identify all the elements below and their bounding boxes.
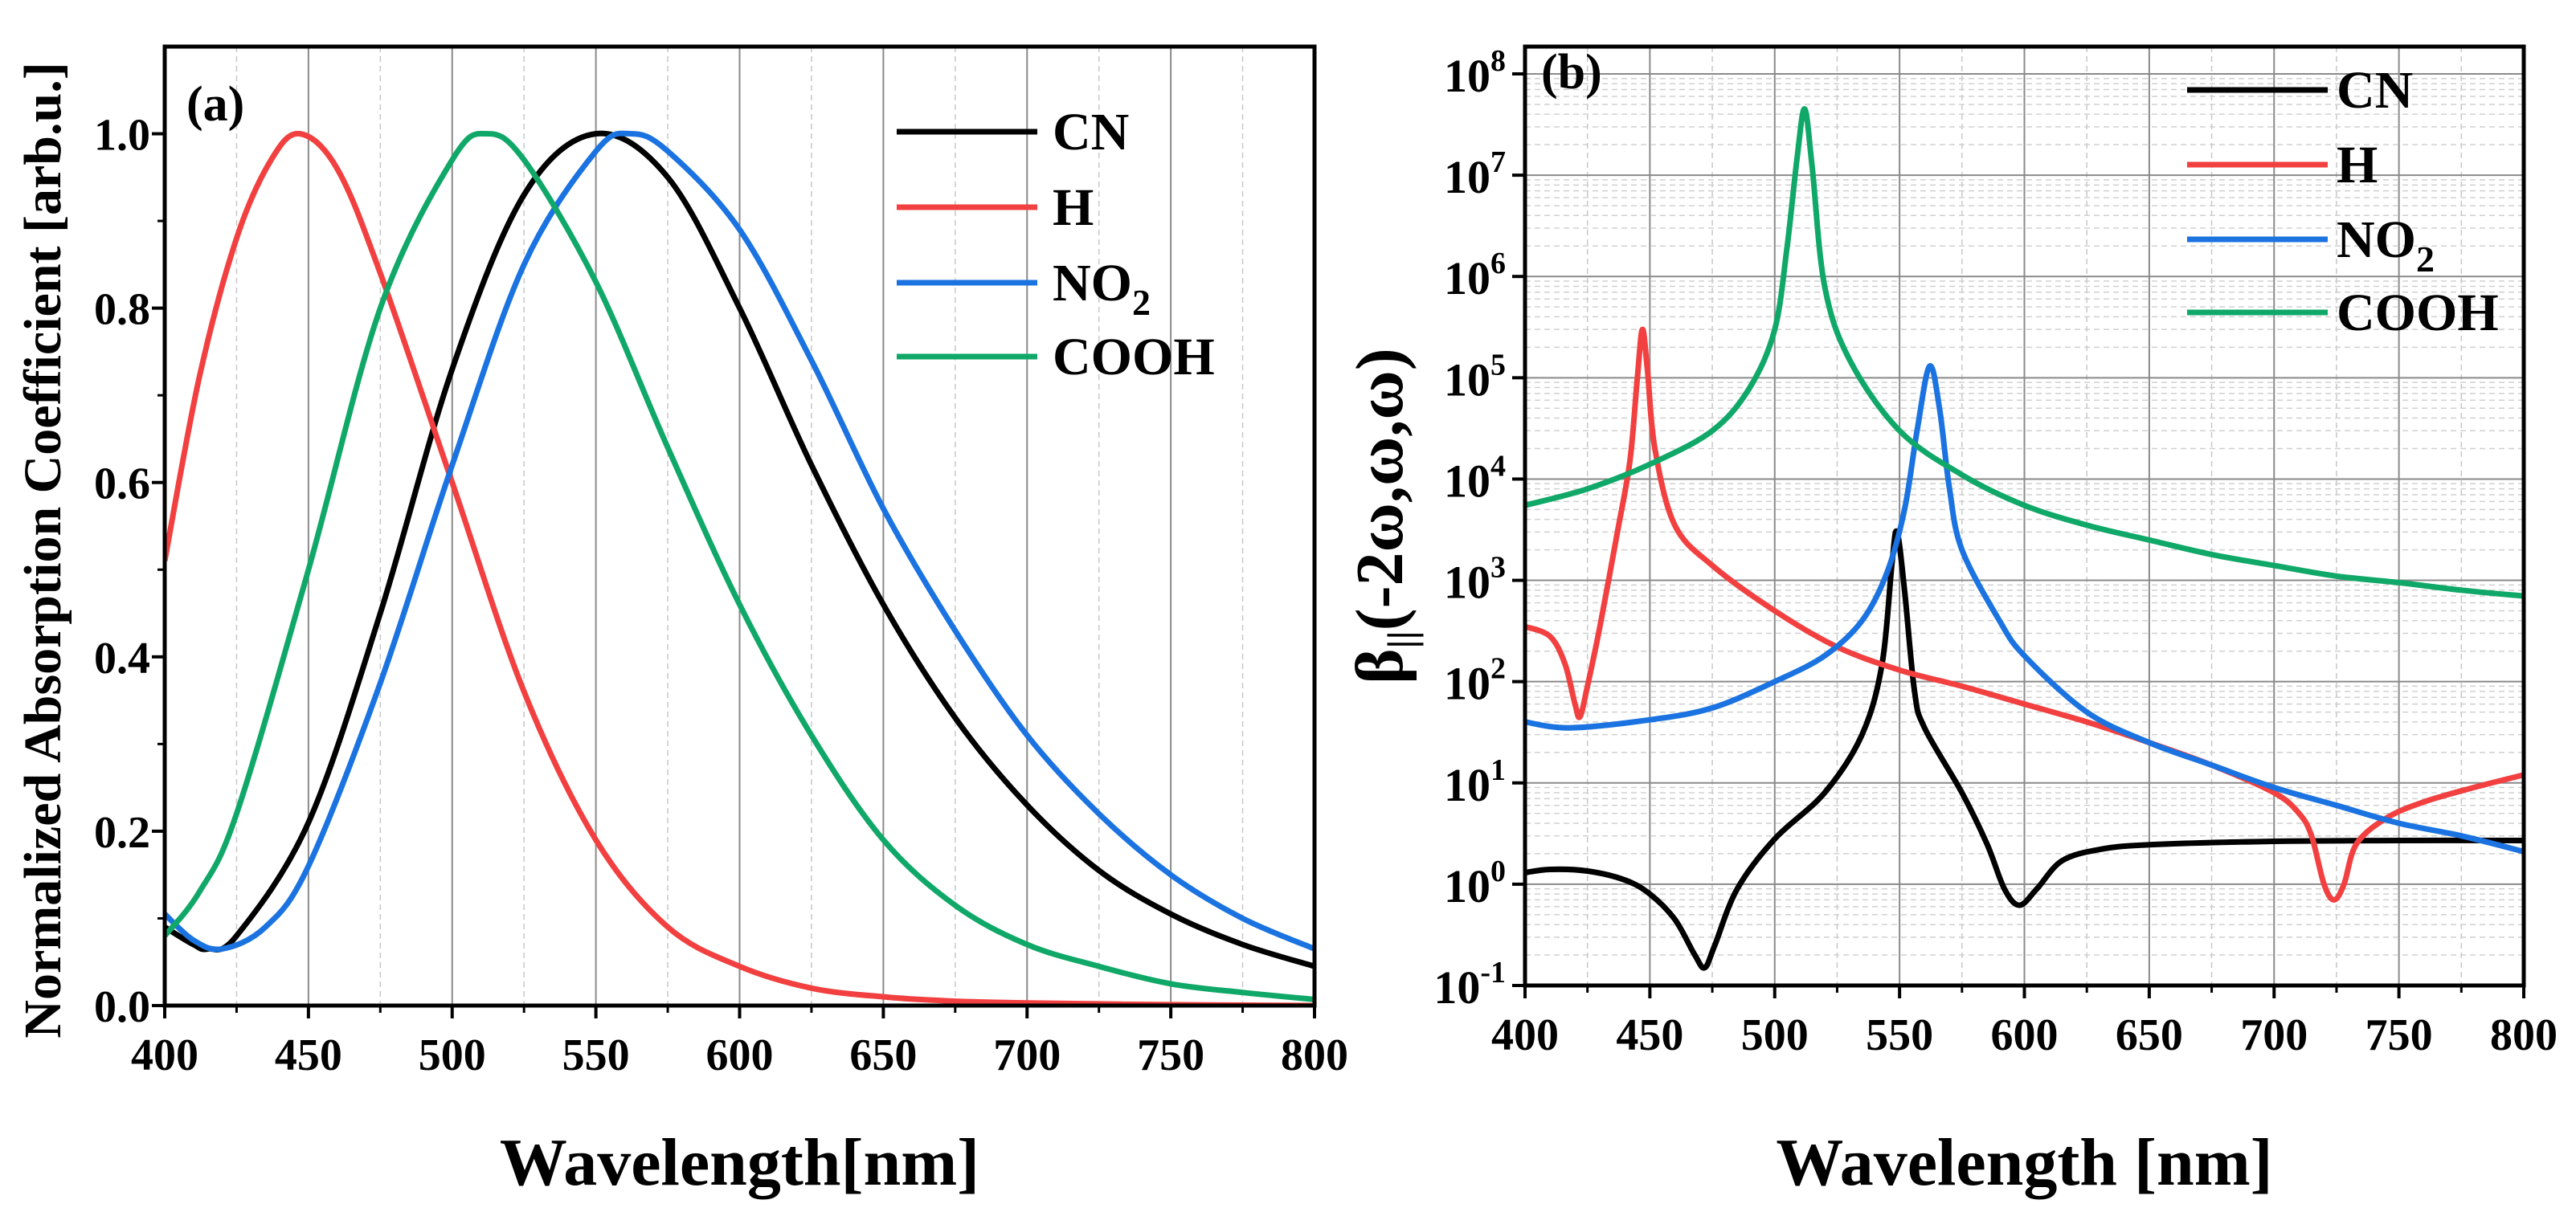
legend-label-no2: NO2 — [2337, 210, 2435, 280]
y-tick-label: 101 — [1444, 753, 1506, 811]
panel-label: (a) — [186, 77, 244, 132]
x-tick-label: 450 — [275, 1030, 342, 1080]
x-tick-label: 650 — [849, 1030, 917, 1080]
x-tick-label: 550 — [562, 1030, 630, 1080]
x-tick-label: 700 — [993, 1030, 1061, 1080]
x-tick-label: 400 — [1491, 1010, 1559, 1060]
x-tick-label: 600 — [706, 1030, 774, 1080]
panel-b: 400 450 500 550 600 650 700 750 800 10-1 100 101 102… — [1343, 44, 2558, 1200]
y-tick-label: 1.0 — [94, 111, 150, 161]
y-tick-label: 108 — [1444, 44, 1506, 102]
legend-label-cooh: COOH — [1053, 328, 1215, 386]
y-tick-label: 107 — [1444, 145, 1506, 203]
x-tick-label: 500 — [419, 1030, 486, 1080]
x-tick-label: 400 — [131, 1030, 198, 1080]
y-tick-label: 0.8 — [94, 285, 150, 335]
series-line-no2 — [1525, 363, 2524, 855]
panel-label: (b) — [1541, 45, 1602, 100]
y-tick-label: 10-1 — [1433, 956, 1506, 1014]
x-tick-label: 800 — [2490, 1010, 2558, 1060]
legend-label-cooh: COOH — [2337, 284, 2499, 342]
x-tick-label: 750 — [2365, 1010, 2433, 1060]
y-tick-label: 103 — [1444, 551, 1506, 609]
series-line-cooh — [165, 130, 1315, 1002]
y-tick-label: 100 — [1444, 855, 1506, 912]
y-tick-label: 104 — [1444, 449, 1506, 507]
legend-label-no2: NO2 — [1053, 254, 1151, 323]
series-group — [165, 130, 1315, 1006]
y-tick-label: 105 — [1444, 348, 1506, 406]
legend-label-cn: CN — [2337, 61, 2413, 120]
y-axis-title: Normalized Absorption Coefficient [arb.u… — [14, 62, 72, 1038]
series-line-h — [165, 130, 1315, 1006]
x-tick-label: 500 — [1741, 1010, 1809, 1060]
y-axis-title: β||(-2ω,ω,ω) — [1343, 348, 1424, 683]
series-line-cooh — [1525, 106, 2524, 599]
x-tick-label: 700 — [2240, 1010, 2308, 1060]
x-axis-title: Wavelength[nm] — [500, 1125, 979, 1200]
y-tick-label: 102 — [1444, 652, 1506, 710]
legend-label-h: H — [1053, 178, 1094, 237]
x-tick-label: 750 — [1137, 1030, 1204, 1080]
y-tick-label: 0.2 — [94, 808, 150, 858]
series-line-h — [1525, 326, 2524, 903]
x-axis-title: Wavelength [nm] — [1776, 1125, 2272, 1200]
x-tick-label: 650 — [2116, 1010, 2183, 1060]
grid — [235, 47, 1244, 1006]
panel-a: 400 450 500 550 600 650 700 750 800 0.0 0.2 0.4 0.6 0… — [14, 44, 1348, 1200]
series-line-cn — [165, 130, 1315, 969]
x-tick-label: 450 — [1616, 1010, 1683, 1060]
legend-label-h: H — [2337, 136, 2378, 194]
grid — [1525, 47, 2524, 985]
series-group — [1525, 106, 2524, 971]
y-tick-label: 0.6 — [94, 459, 150, 509]
series-line-no2 — [165, 130, 1315, 953]
y-tick-label: 0.4 — [94, 634, 150, 683]
x-tick-label: 800 — [1281, 1030, 1348, 1080]
legend-label-cn: CN — [1053, 103, 1129, 161]
y-tick-label: 106 — [1444, 247, 1506, 304]
x-tick-label: 550 — [1866, 1010, 1933, 1060]
x-tick-label: 600 — [1991, 1010, 2059, 1060]
y-tick-label: 0.0 — [94, 982, 150, 1032]
